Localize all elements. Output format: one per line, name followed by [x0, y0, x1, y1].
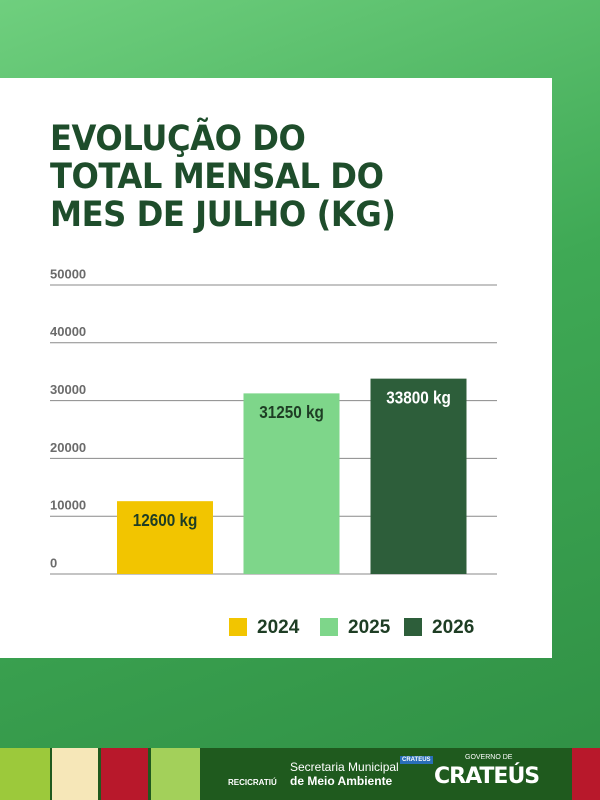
logo-tile [101, 748, 148, 800]
governo-text: GOVERNO DE [465, 754, 513, 761]
logo-tile [572, 748, 600, 800]
logo-tile [0, 748, 50, 800]
bar [370, 378, 467, 574]
chart-card: EVOLUÇÃO DO TOTAL MENSAL DO MES DE JULHO… [0, 78, 552, 658]
bar [117, 501, 213, 574]
logo-tile [52, 748, 98, 800]
legend-swatch [404, 618, 422, 636]
recycle-logo-text: RECICRATIÚ [228, 778, 277, 787]
secretaria-text: Secretaria Municipal [290, 760, 399, 774]
y-tick-label: 40000 [50, 324, 86, 339]
legend-label: 2024 [257, 617, 300, 638]
y-tick-label: 50000 [50, 266, 86, 281]
y-tick-label: 30000 [50, 382, 86, 397]
badge-text: CRATEUS [400, 756, 433, 764]
value-label: 31250 kg [259, 402, 324, 422]
value-label: 12600 kg [133, 510, 198, 530]
bar [243, 393, 340, 574]
legend-swatch [320, 618, 338, 636]
value-label: 33800 kg [386, 387, 451, 407]
secretaria-text: de Meio Ambiente [290, 774, 393, 788]
y-tick-label: 10000 [50, 498, 86, 513]
legend-label: 2026 [432, 617, 474, 638]
chart-title: EVOLUÇÃO DO TOTAL MENSAL DO MES DE JULHO… [50, 119, 396, 235]
y-tick-label: 20000 [50, 440, 86, 455]
legend-swatch [229, 618, 247, 636]
logo-tile [151, 748, 200, 800]
footer: RECICRATIÚ Secretaria Municipal de Meio … [0, 748, 600, 800]
chart: 0 10000 20000 30000 40000 50000 12600 kg 2024 31… [50, 266, 497, 638]
y-tick-label: 0 [50, 555, 57, 570]
legend-label: 2025 [348, 617, 391, 638]
city-text: CRATEÚS [434, 764, 540, 789]
